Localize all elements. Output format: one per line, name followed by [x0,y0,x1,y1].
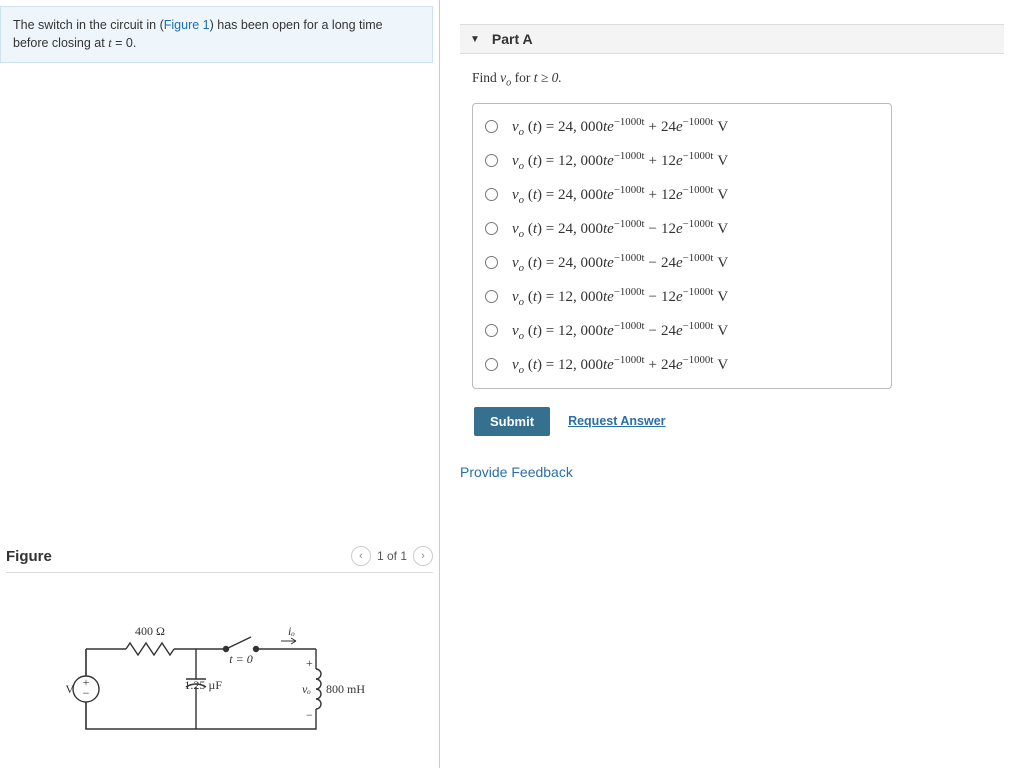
figure-pager: ‹ 1 of 1 › [351,546,433,566]
option-radio[interactable] [485,256,498,269]
prompt-eqzero: = 0. [112,36,137,50]
option-equation: vo (t) = 24, 000te−1000t+24e−1000tV [512,116,728,138]
option-equation: vo (t) = 24, 000te−1000t−24e−1000tV [512,252,728,274]
collapse-icon: ▼ [470,34,480,45]
label-teq: t = 0 [229,652,252,666]
label-io: iₒ [288,624,295,638]
right-panel: ▼ Part A Find vo for t ≥ 0. vo (t) = 24,… [440,0,1024,768]
label-source: 12 V [66,682,74,696]
option-radio[interactable] [485,290,498,303]
answer-option[interactable]: vo (t) = 12, 000te−1000t+24e−1000tV [473,348,891,382]
label-vo: vₒ [302,682,311,696]
option-equation: vo (t) = 24, 000te−1000t+12e−1000tV [512,184,728,206]
circuit-svg: + − 12 V 400 Ω 1.25 µF t = 0 iₒ + vₒ − 8… [66,619,396,759]
pager-next-icon[interactable]: › [413,546,433,566]
part-label: Part A [492,31,533,47]
answer-option[interactable]: vo (t) = 24, 000te−1000t+12e−1000tV [473,178,891,212]
prompt-text-pre: The switch in the circuit in ( [13,18,164,32]
option-radio[interactable] [485,358,498,371]
label-resistor: 400 Ω [135,624,165,638]
request-answer-link[interactable]: Request Answer [568,414,665,428]
figure-region: Figure ‹ 1 of 1 › [0,540,439,768]
part-header[interactable]: ▼ Part A [460,24,1004,54]
label-ind: 800 mH [326,682,365,696]
option-equation: vo (t) = 12, 000te−1000t+12e−1000tV [512,150,728,172]
figure-heading: Figure [6,548,52,565]
label-minus: − [306,708,313,722]
pager-prev-icon[interactable]: ‹ [351,546,371,566]
answer-option[interactable]: vo (t) = 12, 000te−1000t+12e−1000tV [473,144,891,178]
option-equation: vo (t) = 12, 000te−1000t+24e−1000tV [512,354,728,376]
option-radio[interactable] [485,154,498,167]
left-panel: The switch in the circuit in (Figure 1) … [0,0,440,768]
circuit-diagram: + − 12 V 400 Ω 1.25 µF t = 0 iₒ + vₒ − 8… [6,579,433,762]
question-text: Find vo for t ≥ 0. [472,70,992,89]
svg-text:−: − [83,686,90,700]
option-radio[interactable] [485,324,498,337]
option-radio[interactable] [485,222,498,235]
answer-option[interactable]: vo (t) = 24, 000te−1000t+24e−1000tV [473,110,891,144]
option-radio[interactable] [485,120,498,133]
answer-option[interactable]: vo (t) = 12, 000te−1000t−24e−1000tV [473,314,891,348]
submit-button[interactable]: Submit [474,407,550,436]
answer-option[interactable]: vo (t) = 12, 000te−1000t−12e−1000tV [473,280,891,314]
option-radio[interactable] [485,188,498,201]
option-equation: vo (t) = 12, 000te−1000t−24e−1000tV [512,320,728,342]
problem-prompt: The switch in the circuit in (Figure 1) … [0,6,433,63]
label-cap: 1.25 µF [184,678,222,692]
figure-header: Figure ‹ 1 of 1 › [6,540,433,573]
pager-label: 1 of 1 [377,549,407,563]
provide-feedback-link[interactable]: Provide Feedback [460,464,1004,480]
label-plus: + [306,656,313,670]
answer-options: vo (t) = 24, 000te−1000t+24e−1000tV vo (t… [472,103,892,389]
figure-link[interactable]: Figure 1 [164,18,210,32]
answer-option[interactable]: vo (t) = 24, 000te−1000t−12e−1000tV [473,212,891,246]
option-equation: vo (t) = 12, 000te−1000t−12e−1000tV [512,286,728,308]
answer-option[interactable]: vo (t) = 24, 000te−1000t−24e−1000tV [473,246,891,280]
option-equation: vo (t) = 24, 000te−1000t−12e−1000tV [512,218,728,240]
